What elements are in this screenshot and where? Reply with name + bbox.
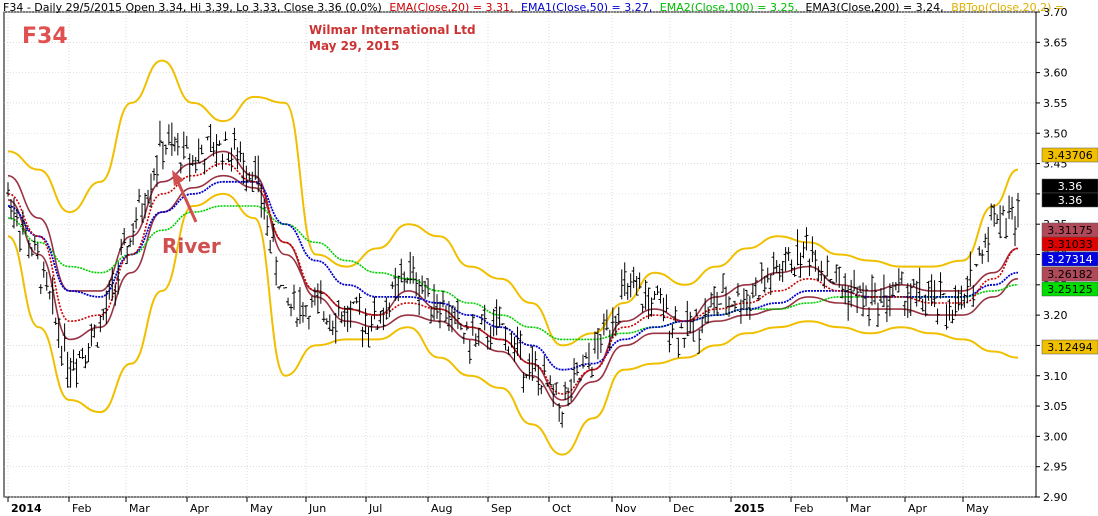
- value-badge-bg: [1041, 339, 1098, 355]
- y-tick-label: 3.65: [1043, 36, 1068, 49]
- chart-header: F34 - Daily 29/5/2015 Open 3.34, Hi 3.39…: [3, 1, 1064, 14]
- value-badge-label: 3.31175: [1047, 224, 1093, 237]
- y-tick-label: 3.20: [1043, 309, 1068, 322]
- x-tick-label: Mar: [850, 502, 871, 515]
- x-tick-label: Dec: [673, 502, 694, 515]
- y-tick-label: 2.90: [1043, 491, 1068, 504]
- x-tick-label: Jul: [368, 502, 382, 515]
- header-ema20: EMA(Close,20) = 3.31,: [389, 1, 513, 14]
- value-badge-label: 3.36: [1058, 180, 1083, 193]
- x-axis-ticks: 2014 Feb Mar Apr May Jun Jul Aug Sep Oct Nov Dec 201…: [7, 497, 989, 515]
- value-badge-bg: [1041, 192, 1098, 208]
- value-badge-label: 3.36: [1058, 194, 1083, 207]
- x-tick-label: 2015: [734, 502, 765, 515]
- x-tick-label: Feb: [794, 502, 813, 515]
- value-badge-label: 3.27314: [1047, 253, 1093, 266]
- value-badge: 3.25125: [1041, 281, 1098, 297]
- bollinger-top-line: [7, 59, 1019, 347]
- y-tick-label: 3.60: [1043, 67, 1068, 80]
- y-tick-label: 2.95: [1043, 461, 1068, 474]
- x-tick-label: May: [966, 502, 989, 515]
- y-tick-label: 3.55: [1043, 97, 1068, 110]
- ema20-line: [7, 162, 1019, 395]
- y-tick-label: 3.10: [1043, 370, 1068, 383]
- value-badge-label: 3.26182: [1047, 268, 1093, 281]
- x-tick-label: Sep: [491, 502, 512, 515]
- company-name: Wilmar International Ltd: [309, 23, 476, 37]
- annotation-label: River: [162, 234, 221, 258]
- value-badge-label: 3.43706: [1047, 149, 1093, 162]
- x-tick-label: Jun: [308, 502, 326, 515]
- x-tick-label: Nov: [615, 502, 637, 515]
- bollinger-bottom-line: [7, 192, 1019, 456]
- ema100-line: [7, 205, 1019, 341]
- river-annotation: River: [162, 170, 221, 258]
- value-badge: 3.31175: [1041, 222, 1098, 238]
- x-tick-label: 2014: [11, 502, 42, 515]
- price-bars: [6, 120, 1020, 428]
- value-badge-label: 3.12494: [1047, 341, 1093, 354]
- annotation-arrow: [176, 181, 198, 223]
- value-badge-bg: [1041, 236, 1098, 252]
- value-badge: 3.27314: [1041, 251, 1098, 267]
- value-badge: 3.26182: [1041, 266, 1098, 282]
- value-badge: 3.36: [1041, 192, 1098, 208]
- grid-lines: [4, 11, 1036, 498]
- report-date: May 29, 2015: [309, 39, 400, 53]
- header-prefix: F34 - Daily 29/5/2015 Open 3.34, Hi 3.39…: [3, 1, 382, 14]
- bollinger-bands: [7, 59, 1019, 456]
- arrow-head: [172, 170, 184, 186]
- value-badge-bg: [1041, 251, 1098, 267]
- y-tick-label: 3.50: [1043, 127, 1068, 140]
- value-badge-bg: [1041, 266, 1098, 282]
- x-tick-label: Apr: [908, 502, 928, 515]
- ticker-label: F34: [22, 24, 68, 49]
- value-badge: 3.36: [1041, 178, 1098, 194]
- x-tick-label: Apr: [190, 502, 210, 515]
- header-ema50: EMA1(Close,50) = 3.27,: [521, 1, 652, 14]
- x-tick-label: Aug: [431, 502, 452, 515]
- x-tick-label: Oct: [552, 502, 572, 515]
- y-tick-label: 3.70: [1043, 6, 1068, 19]
- header-bbtop: BBTop(Close,20,2) =: [951, 1, 1064, 14]
- value-badge: 3.43706: [1041, 147, 1098, 163]
- value-badge-label: 3.31033: [1047, 238, 1093, 251]
- value-badge-bg: [1041, 281, 1098, 297]
- header-ema100: EMA2(Close,100) = 3.25,: [660, 1, 798, 14]
- value-badge-bg: [1041, 147, 1098, 163]
- value-badge: 3.12494: [1041, 339, 1098, 355]
- value-badge: 3.31033: [1041, 236, 1098, 252]
- x-tick-label: May: [250, 502, 273, 515]
- y-tick-label: 3.00: [1043, 430, 1068, 443]
- y-tick-label: 3.05: [1043, 400, 1068, 413]
- x-tick-label: Mar: [129, 502, 150, 515]
- value-badge-label: 3.25125: [1047, 283, 1093, 296]
- header-ema200: EMA3(Close,200) = 3.24,: [805, 1, 943, 14]
- x-tick-label: Feb: [72, 502, 91, 515]
